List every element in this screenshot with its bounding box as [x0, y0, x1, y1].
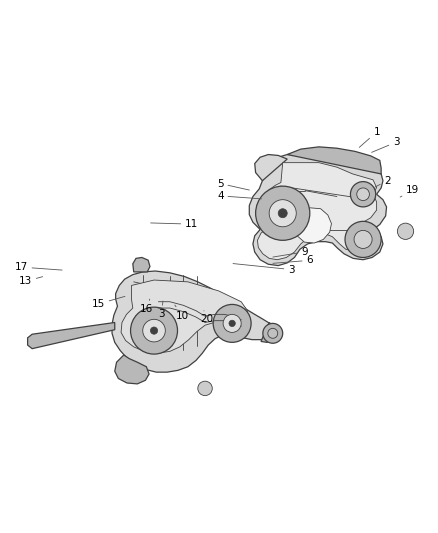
- Text: 13: 13: [19, 276, 42, 286]
- Polygon shape: [133, 257, 150, 272]
- Polygon shape: [256, 163, 376, 260]
- Text: 19: 19: [399, 185, 418, 197]
- Polygon shape: [293, 208, 331, 243]
- Circle shape: [350, 182, 375, 207]
- Circle shape: [278, 209, 286, 218]
- Circle shape: [356, 188, 368, 200]
- Text: 2: 2: [374, 175, 390, 187]
- Text: 5: 5: [217, 179, 249, 190]
- Text: 3: 3: [158, 301, 164, 319]
- Circle shape: [213, 304, 251, 342]
- Polygon shape: [114, 355, 149, 384]
- Circle shape: [150, 327, 157, 334]
- Polygon shape: [121, 280, 247, 353]
- Text: 1: 1: [358, 127, 379, 148]
- Circle shape: [255, 186, 309, 240]
- Circle shape: [353, 230, 371, 248]
- Circle shape: [142, 319, 165, 342]
- Circle shape: [198, 381, 212, 395]
- Circle shape: [262, 324, 282, 343]
- Text: 10: 10: [174, 305, 189, 321]
- Circle shape: [396, 223, 413, 239]
- Text: 11: 11: [150, 219, 198, 229]
- Polygon shape: [249, 155, 386, 265]
- Polygon shape: [261, 322, 278, 342]
- Circle shape: [344, 221, 380, 257]
- Text: 6: 6: [272, 255, 312, 265]
- Polygon shape: [112, 271, 274, 372]
- Text: 3: 3: [371, 137, 399, 152]
- Circle shape: [268, 200, 296, 227]
- Text: 15: 15: [92, 296, 125, 309]
- Circle shape: [267, 328, 277, 338]
- Polygon shape: [28, 322, 114, 349]
- Circle shape: [229, 320, 235, 327]
- Circle shape: [130, 307, 177, 354]
- Text: 4: 4: [217, 191, 261, 201]
- Text: 17: 17: [14, 262, 62, 272]
- Text: 20: 20: [200, 311, 213, 324]
- Polygon shape: [286, 147, 380, 174]
- Text: 3: 3: [233, 264, 294, 274]
- Text: 16: 16: [139, 299, 153, 314]
- Text: 9: 9: [272, 247, 308, 257]
- Circle shape: [223, 314, 240, 333]
- Polygon shape: [254, 155, 286, 181]
